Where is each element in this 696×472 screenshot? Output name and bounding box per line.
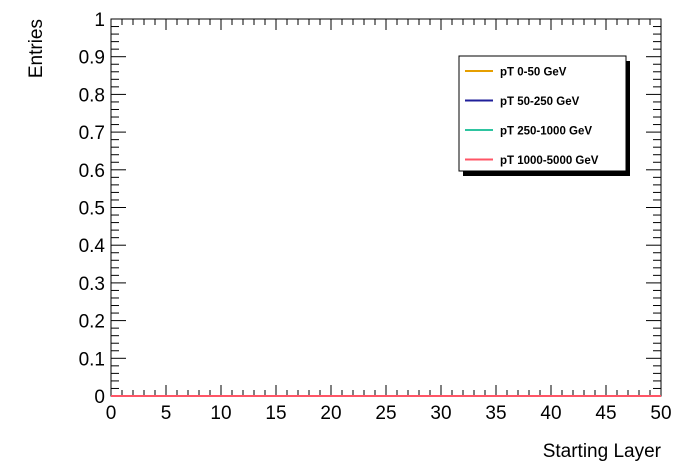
legend-entry: pT 1000-5000 GeV bbox=[500, 155, 599, 167]
x-tick-label: 20 bbox=[320, 403, 341, 424]
y-tick-label: 0.9 bbox=[79, 48, 105, 69]
legend-entry: pT 0-50 GeV bbox=[500, 67, 567, 79]
y-tick-label: 0.6 bbox=[79, 161, 105, 182]
legend-entry: pT 250-1000 GeV bbox=[500, 126, 592, 138]
y-tick-label: 0.8 bbox=[79, 85, 105, 106]
x-tick-label: 5 bbox=[161, 403, 172, 424]
legend-entry: pT 50-250 GeV bbox=[500, 96, 580, 108]
y-tick-label: 0.4 bbox=[79, 236, 106, 257]
x-tick-label: 35 bbox=[485, 403, 506, 424]
x-axis-title: Starting Layer bbox=[543, 441, 662, 462]
legend-box bbox=[458, 55, 627, 172]
x-tick-label: 25 bbox=[375, 403, 396, 424]
y-tick-label: 1 bbox=[94, 10, 105, 31]
x-tick-label: 10 bbox=[210, 403, 231, 424]
y-tick-label: 0.7 bbox=[79, 123, 105, 144]
x-tick-label: 45 bbox=[595, 403, 616, 424]
x-tick-label: 50 bbox=[650, 403, 671, 424]
y-tick-label: 0.5 bbox=[79, 199, 105, 220]
y-tick-label: 0.3 bbox=[79, 274, 105, 295]
y-tick-label: 0.1 bbox=[79, 349, 105, 370]
y-tick-label: 0.2 bbox=[79, 312, 105, 333]
x-tick-label: 0 bbox=[106, 403, 117, 424]
x-tick-label: 40 bbox=[540, 403, 561, 424]
x-tick-label: 15 bbox=[265, 403, 286, 424]
y-axis-title: Entries bbox=[26, 19, 47, 78]
x-tick-label: 30 bbox=[430, 403, 451, 424]
y-tick-label: 0 bbox=[94, 387, 105, 408]
